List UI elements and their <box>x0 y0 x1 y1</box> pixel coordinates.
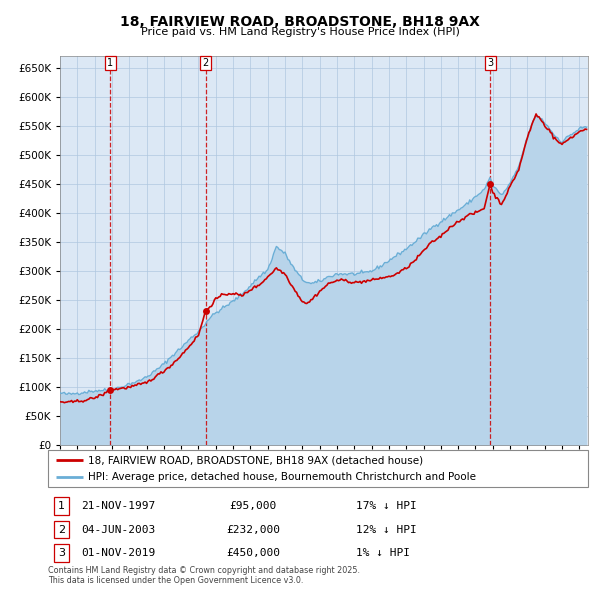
Text: 04-JUN-2003: 04-JUN-2003 <box>81 525 155 535</box>
Text: 1: 1 <box>58 501 65 511</box>
Text: 12% ↓ HPI: 12% ↓ HPI <box>356 525 416 535</box>
Text: 3: 3 <box>58 548 65 558</box>
Text: £450,000: £450,000 <box>226 548 280 558</box>
Text: Price paid vs. HM Land Registry's House Price Index (HPI): Price paid vs. HM Land Registry's House … <box>140 27 460 37</box>
Text: Contains HM Land Registry data © Crown copyright and database right 2025.
This d: Contains HM Land Registry data © Crown c… <box>48 566 360 585</box>
Text: 01-NOV-2019: 01-NOV-2019 <box>81 548 155 558</box>
Text: £95,000: £95,000 <box>230 501 277 511</box>
Text: 1% ↓ HPI: 1% ↓ HPI <box>356 548 410 558</box>
Text: 18, FAIRVIEW ROAD, BROADSTONE, BH18 9AX (detached house): 18, FAIRVIEW ROAD, BROADSTONE, BH18 9AX … <box>89 455 424 465</box>
Text: 17% ↓ HPI: 17% ↓ HPI <box>356 501 416 511</box>
Text: 21-NOV-1997: 21-NOV-1997 <box>81 501 155 511</box>
FancyBboxPatch shape <box>48 450 588 487</box>
Text: HPI: Average price, detached house, Bournemouth Christchurch and Poole: HPI: Average price, detached house, Bour… <box>89 472 476 482</box>
Text: 2: 2 <box>203 58 209 68</box>
Text: 2: 2 <box>58 525 65 535</box>
Text: 3: 3 <box>487 58 493 68</box>
Text: 1: 1 <box>107 58 113 68</box>
Text: 18, FAIRVIEW ROAD, BROADSTONE, BH18 9AX: 18, FAIRVIEW ROAD, BROADSTONE, BH18 9AX <box>120 15 480 29</box>
Text: £232,000: £232,000 <box>226 525 280 535</box>
